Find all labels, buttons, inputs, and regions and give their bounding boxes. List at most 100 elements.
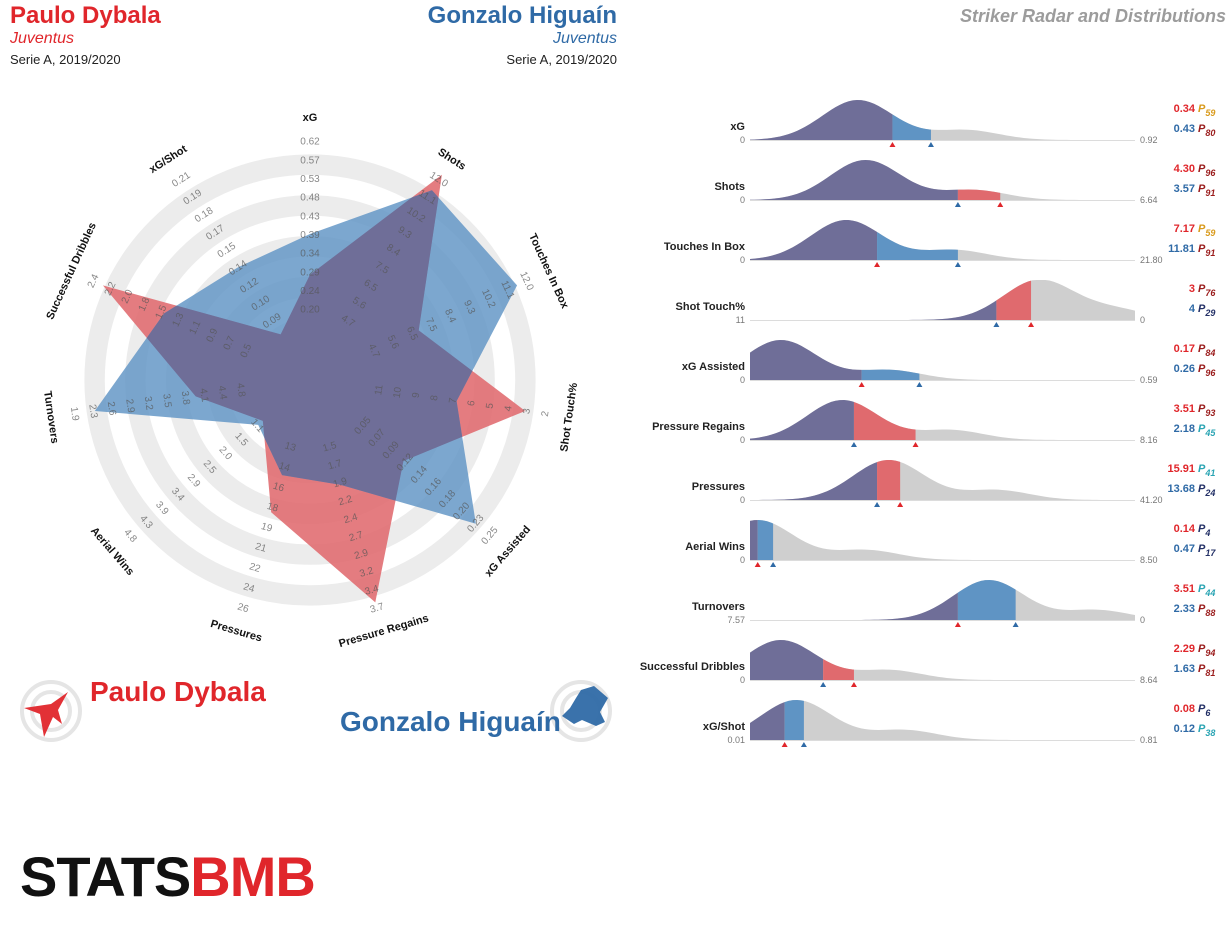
distribution-max: 0.59 <box>1140 375 1158 385</box>
radar-tick-label: 0.9 <box>205 326 221 344</box>
distribution-value: 0.12 <box>1174 723 1195 735</box>
player2-marker <box>800 742 807 747</box>
radar-axis-label: Pressures <box>209 618 263 645</box>
player1-team: Juventus <box>10 30 75 47</box>
distribution-value: 0.26 <box>1174 363 1195 375</box>
radar-tick-label: 0.20 <box>300 305 320 316</box>
distribution-percentile: P17 <box>1198 543 1216 558</box>
radar-axis-label: Shots <box>436 146 468 173</box>
radar-tick-label: 9 <box>411 391 423 399</box>
distribution-percentile: P96 <box>1198 163 1216 178</box>
radar-tick-label: 2.6 <box>105 401 118 417</box>
distribution-max: 0 <box>1140 615 1145 625</box>
radar-tick-label: 0.48 <box>300 193 320 204</box>
radar-axis-label: Turnovers <box>41 390 60 444</box>
radar-tick-label: 11 <box>373 384 385 396</box>
player1-marker <box>754 562 761 567</box>
player2-marker <box>770 562 777 567</box>
radar-tick-label: 2.4 <box>86 272 102 290</box>
distribution-percentile: P81 <box>1198 663 1215 678</box>
player1-marker <box>954 622 961 627</box>
radar-tick-label: 1.5 <box>322 440 339 455</box>
distribution-max: 6.64 <box>1140 195 1158 205</box>
distribution-between <box>823 640 854 680</box>
distribution-below-both <box>750 520 758 560</box>
radar-tick-label: 3.2 <box>142 396 155 412</box>
distribution-percentile: P59 <box>1198 103 1215 118</box>
player1-competition: Serie A, 2019/2020 <box>10 52 121 67</box>
distribution-percentile: P91 <box>1198 183 1215 198</box>
radar-tick-label: 1.9 <box>332 476 349 491</box>
distribution-value: 3.57 <box>1174 183 1195 195</box>
distribution-below-both <box>750 100 893 140</box>
distribution-max: 8.16 <box>1140 435 1158 445</box>
radar-tick-label: 8 <box>429 394 441 402</box>
distribution-label: xG Assisted <box>682 361 745 373</box>
statsbomb-logo: STATSBMB <box>20 846 316 908</box>
distribution-below-both <box>750 460 878 500</box>
radar-tick-label: 3.8 <box>179 390 192 406</box>
distribution-between <box>877 460 901 500</box>
radar-axis-label: xG <box>303 112 318 124</box>
radar-tick-label: 24 <box>242 582 256 596</box>
radar-tick-label: 6 <box>466 399 478 407</box>
distribution-min: 0.01 <box>727 735 745 745</box>
radar-tick-label: 0.57 <box>300 155 320 166</box>
radar-tick-label: 4.1 <box>197 388 210 404</box>
radar-tick-label: 3.5 <box>160 393 173 409</box>
player2-marker <box>916 382 923 387</box>
distribution-below-both <box>750 640 824 680</box>
radar-tick-label: 1.5 <box>154 303 170 321</box>
radar-tick-label: 0.34 <box>300 249 320 260</box>
player2-marker <box>954 202 961 207</box>
radar-tick-label: 2 <box>540 410 552 418</box>
distribution-min: 0 <box>740 135 745 145</box>
distribution-label: xG/Shot <box>703 721 746 733</box>
distribution-percentile: P91 <box>1198 243 1215 258</box>
distribution-between <box>877 220 958 260</box>
radar-tick-label: 0.25 <box>479 525 500 547</box>
distribution-value: 2.18 <box>1174 423 1195 435</box>
distribution-area <box>750 280 1135 320</box>
radar-tick-label: 2.9 <box>353 547 370 562</box>
radar-tick-label: 2.2 <box>103 280 119 298</box>
player2-marker <box>820 682 827 687</box>
distribution-label: Aerial Wins <box>685 541 745 553</box>
distribution-value: 0.43 <box>1174 123 1195 135</box>
radar-tick-label: 13 <box>283 440 297 454</box>
player2-competition: Serie A, 2019/2020 <box>506 52 617 67</box>
distribution-between <box>853 400 916 440</box>
player1-mini-radar-icon <box>20 680 82 742</box>
player1-marker <box>889 142 896 147</box>
radar-tick-label: 4.4 <box>216 385 229 401</box>
player1-marker <box>912 442 919 447</box>
radar-tick-label: 2.9 <box>123 398 136 414</box>
distribution-area <box>750 460 1135 500</box>
radar-axis-label: Shot Touch% <box>558 382 580 453</box>
distribution-percentile: P94 <box>1198 643 1215 658</box>
radar-tick-label: 4 <box>503 405 515 413</box>
distribution-between <box>957 160 1001 200</box>
radar-tick-label: 2.9 <box>185 472 203 490</box>
radar-tick-label: 8.4 <box>442 307 458 325</box>
distribution-min: 0 <box>740 675 745 685</box>
radar-tick-label: 6.5 <box>404 325 420 343</box>
distribution-below-both <box>750 400 854 440</box>
radar-tick-label: 3.7 <box>369 601 386 616</box>
player2-marker <box>993 322 1000 327</box>
radar-tick-label: 0.43 <box>300 211 320 222</box>
distribution-percentile: P59 <box>1198 223 1215 238</box>
distribution-label: Shots <box>714 181 745 193</box>
distribution-below-both <box>750 220 878 260</box>
radar-tick-label: 1.1 <box>188 319 204 337</box>
distribution-percentile: P88 <box>1198 603 1215 618</box>
radar-chart: 0.200.240.290.340.390.430.480.530.570.62… <box>41 112 580 650</box>
